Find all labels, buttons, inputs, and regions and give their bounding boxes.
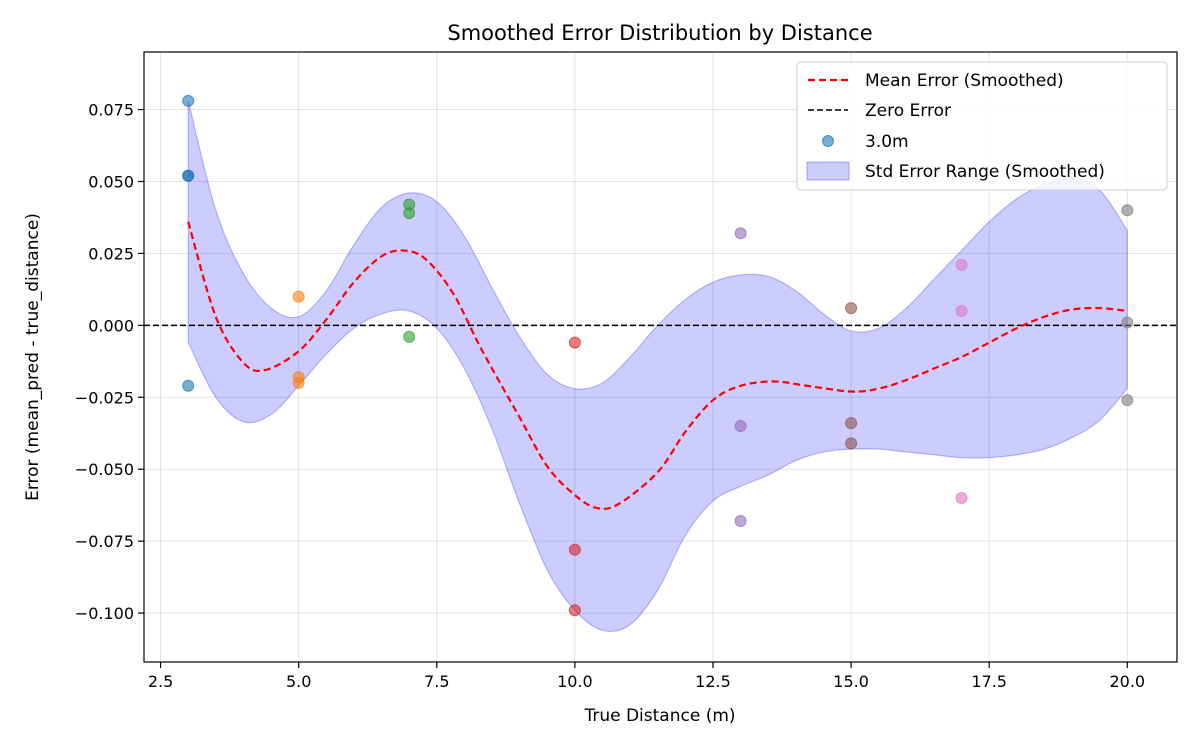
y-axis-label: Error (mean_pred - true_distance) — [23, 213, 43, 501]
scatter-point — [403, 207, 416, 220]
chart-title: Smoothed Error Distribution by Distance — [447, 21, 872, 45]
scatter-point — [1121, 204, 1134, 217]
scatter-point — [955, 304, 968, 317]
x-tick-label: 2.5 — [148, 672, 173, 691]
std-error-band — [187, 100, 1128, 633]
y-tick-label: 0.050 — [88, 172, 134, 191]
plot-frame — [143, 51, 1178, 663]
legend-box — [796, 61, 1168, 191]
scatter-point — [292, 376, 305, 389]
y-tick-label: −0.075 — [75, 532, 134, 551]
y-tick-label: 0.075 — [88, 101, 134, 120]
legend: Mean Error (Smoothed) Zero Error 3.0m Std E… — [796, 61, 1168, 191]
scatter-point — [845, 417, 858, 430]
x-axis-ticks: 2.5 5.0 7.5 10.0 12.5 15.0 17.5 20.0 — [148, 662, 1145, 691]
legend-swatch-marker — [822, 135, 834, 147]
scatter-point — [182, 94, 195, 107]
mean-curve-layer — [187, 221, 1128, 511]
x-tick-label: 20.0 — [1109, 672, 1145, 691]
x-tick-label: 17.5 — [971, 672, 1007, 691]
scatter-point — [568, 604, 581, 617]
y-tick-label: −0.050 — [75, 460, 134, 479]
x-tick-label: 12.5 — [695, 672, 731, 691]
scatter-point — [1121, 316, 1134, 329]
x-axis-label: True Distance (m) — [583, 706, 735, 726]
x-tick-label: 10.0 — [557, 672, 593, 691]
scatter-point — [845, 302, 858, 315]
scatter-point — [734, 515, 747, 528]
scatter-point — [845, 437, 858, 450]
scatter-point — [182, 169, 195, 182]
scatter-points — [182, 94, 1134, 617]
legend-label: Std Error Range (Smoothed) — [865, 162, 1105, 182]
x-tick-label: 15.0 — [833, 672, 869, 691]
y-axis-ticks: −0.100 −0.075 −0.050 −0.025 0.000 0.025 0.050 0… — [75, 101, 144, 623]
scatter-point — [955, 491, 968, 504]
std-band-layer — [187, 100, 1128, 633]
x-tick-label: 5.0 — [286, 672, 311, 691]
scatter-point — [403, 330, 416, 343]
legend-label: Mean Error (Smoothed) — [865, 71, 1064, 91]
legend-swatch-patch — [806, 161, 850, 181]
y-tick-label: −0.100 — [75, 604, 134, 623]
x-tick-label: 7.5 — [424, 672, 449, 691]
scatter-point — [568, 543, 581, 556]
legend-item: Zero Error — [808, 101, 951, 121]
y-tick-label: −0.025 — [75, 388, 134, 407]
scatter-point — [568, 336, 581, 349]
legend-item: Std Error Range (Smoothed) — [806, 161, 1105, 182]
mean-error-curve — [187, 221, 1128, 511]
legend-item: 3.0m — [822, 132, 909, 152]
scatter-point — [734, 420, 747, 433]
scatter-point — [955, 258, 968, 271]
legend-label: Zero Error — [865, 101, 951, 121]
legend-label: 3.0m — [865, 132, 909, 152]
legend-item: Mean Error (Smoothed) — [808, 71, 1064, 91]
scatter-point — [182, 379, 195, 392]
y-tick-label: 0.025 — [88, 244, 134, 263]
scatter-point — [734, 227, 747, 240]
scatter-point — [1121, 394, 1134, 407]
scatter-point — [292, 290, 305, 303]
y-tick-label: 0.000 — [88, 316, 134, 335]
